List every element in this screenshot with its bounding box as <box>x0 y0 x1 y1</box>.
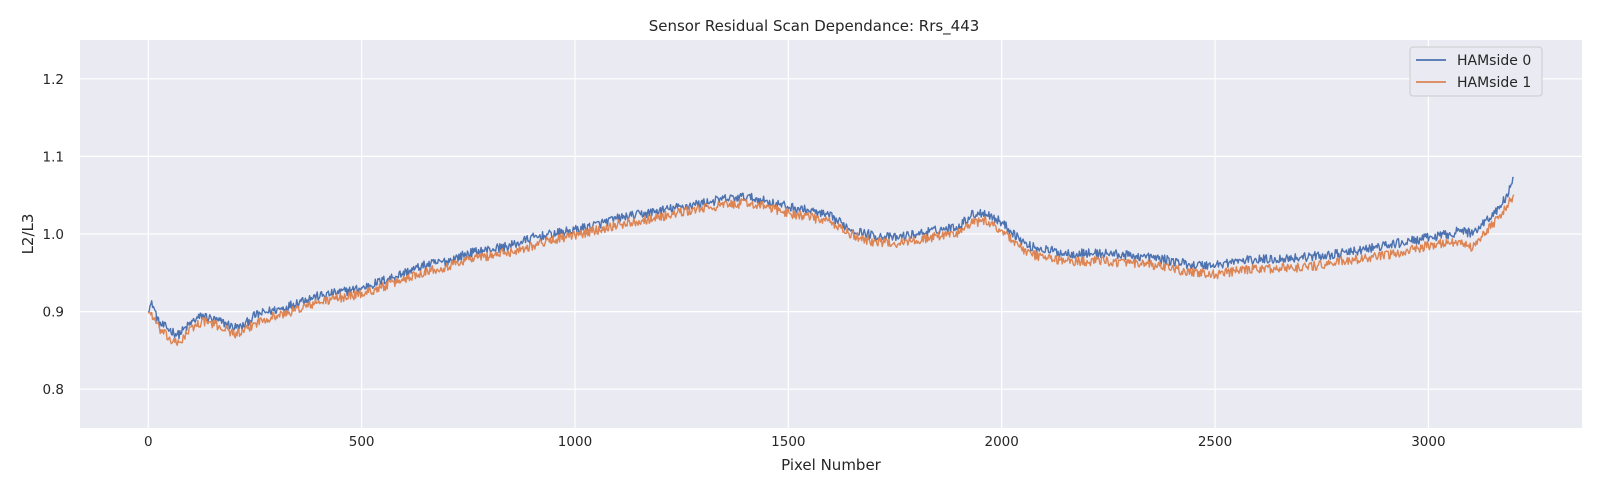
x-tick-label: 0 <box>144 434 153 450</box>
chart-title: Sensor Residual Scan Dependance: Rrs_443 <box>649 17 980 36</box>
y-tick-label: 1.1 <box>43 149 64 165</box>
legend-label: HAMside 0 <box>1457 53 1531 69</box>
y-tick-label: 1.2 <box>43 72 64 88</box>
x-tick-label: 500 <box>349 434 375 450</box>
x-tick-label: 1000 <box>558 434 592 450</box>
x-tick-label: 3000 <box>1411 434 1445 450</box>
y-tick-label: 0.8 <box>43 382 64 398</box>
x-tick-label: 2500 <box>1198 434 1232 450</box>
series-line-hamside-1 <box>147 194 1515 347</box>
series-line-hamside-0 <box>147 176 1514 340</box>
x-tick-label: 2000 <box>985 434 1019 450</box>
y-axis-label: L2/L3 <box>19 214 37 255</box>
series-layer <box>147 176 1515 347</box>
x-tick-label: 1500 <box>771 434 805 450</box>
legend-label: HAMside 1 <box>1457 75 1531 91</box>
y-tick-label: 0.9 <box>43 305 64 321</box>
legend: HAMside 0 HAMside 1 <box>1409 46 1543 97</box>
x-axis-label: Pixel Number <box>781 456 882 474</box>
y-tick-label: 1.0 <box>43 227 64 243</box>
grid <box>80 40 1582 428</box>
tick-labels: 0 500 1000 1500 2000 2500 3000 0.8 0.9 1.0 1.1 1.2 <box>43 72 1446 450</box>
